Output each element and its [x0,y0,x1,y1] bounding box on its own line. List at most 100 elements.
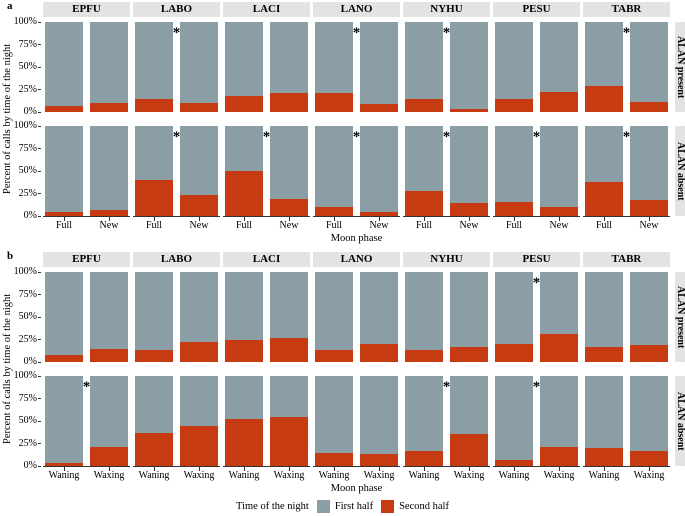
segment-second-half [630,450,668,466]
x-tick-mark-icon [379,217,380,221]
x-categories-laci: Full New [223,220,310,233]
y-tick-mark-icon [38,193,41,194]
x-tick-mark-icon [424,217,425,221]
y-tick-text: 25% [18,437,37,449]
segment-first-half [540,126,578,207]
segment-second-half [90,447,128,466]
segment-first-half [225,22,263,96]
segment-first-half [45,272,83,355]
x-category-label: New [639,220,659,231]
segment-first-half [630,126,668,200]
facet-nyhu: * [403,126,490,221]
y-tick-text: 50% [18,165,37,176]
segment-second-half [495,201,533,216]
segment-second-half [90,349,128,362]
bar-new [450,126,488,216]
facet-row-alan-absent: 100% 75% 50% 25% 0% * * * * * * ALAN absent [14,121,685,221]
segment-second-half [45,354,83,362]
segment-first-half [405,376,443,451]
bar-waxing [540,376,578,466]
y-tick-label: 0% [24,107,41,117]
bar-waxing [360,272,398,362]
segment-first-half [630,22,668,103]
segment-first-half [90,376,128,448]
x-tick-mark-icon [649,217,650,221]
y-tick-text: 100% [13,370,37,381]
facet-row-alan-absent: 100% 75% 50% 25% 0% * * * ALAN absent [14,371,685,471]
x-tick-mark-icon [64,217,65,221]
panel-letter-a: a [7,0,13,12]
facet-tabr: * [583,126,670,221]
y-tick-mark-icon [38,443,41,444]
segment-second-half [135,180,173,216]
bar-full [135,22,173,112]
segment-second-half [630,199,668,216]
strip-nyhu: NYHU [403,252,490,267]
y-axis: 100% 75% 50% 25% 0% [0,371,41,471]
segment-second-half [270,93,308,112]
y-tick-label: 0% [24,357,41,367]
bar-new [630,126,668,216]
facet-labo [133,376,220,471]
segment-second-half [90,103,128,112]
segment-first-half [225,272,263,341]
y-tick-mark-icon [38,271,41,273]
bar-waning [585,272,623,362]
x-category-label: Waxing [453,470,485,481]
x-categories-lano: Full New [313,220,400,233]
y-tick-mark-icon [38,465,41,467]
x-tick-mark-icon [334,467,335,471]
facet-lano: * [313,22,400,112]
segment-second-half [495,98,533,112]
bar-new [360,126,398,216]
y-tick-label: 100% [14,17,41,27]
bar-waning [225,272,263,362]
segment-second-half [270,417,308,466]
x-category-label: Full [325,220,343,231]
segment-second-half [450,346,488,362]
x-category-label: Full [595,220,613,231]
legend-label-second-half: Second half [399,501,449,512]
strip-tabr: TABR [583,252,670,267]
segment-first-half [90,272,128,350]
segment-first-half [360,22,398,104]
bar-full [495,126,533,216]
x-categories-nyhu: Waning Waxing [403,470,490,483]
segment-first-half [405,272,443,351]
x-tick-mark-icon [604,217,605,221]
x-category-label: New [459,220,479,231]
facet-lano [313,376,400,471]
segment-first-half [495,22,533,99]
strip-lano: LANO [313,2,400,17]
x-categories-laci: Waning Waxing [223,470,310,483]
x-categories-labo: Waning Waxing [133,470,220,483]
x-category-label: New [369,220,389,231]
significance-asterisk: * [172,25,181,41]
strip-epfu: EPFU [43,252,130,267]
y-tick-label: 25% [19,334,41,345]
y-tick-mark-icon [38,398,41,399]
segment-first-half [450,126,488,204]
bar-waxing [90,376,128,466]
panel-b: b EPFU LABO LACI LANO NYHU PESU TABR 100% 75% 50% 2… [0,250,685,495]
y-tick-mark-icon [38,111,41,113]
bar-full [225,126,263,216]
bar-new [270,22,308,112]
segment-first-half [90,126,128,210]
x-tick-mark-icon [559,217,560,221]
y-tick-text: 100% [13,266,37,277]
segment-first-half [315,22,353,94]
x-category-label: Full [505,220,523,231]
facet-nyhu: * [403,376,490,471]
significance-asterisk: * [532,379,541,395]
x-category-label: Waxing [93,470,125,481]
x-tick-mark-icon [424,467,425,471]
strip-labo: LABO [133,252,220,267]
y-tick-mark-icon [38,66,41,68]
y-tick-label: 100% [14,371,41,381]
segment-first-half [405,126,443,191]
x-tick-mark-icon [289,217,290,221]
facet-pesu: * [493,272,580,362]
y-tick-text: 25% [18,187,37,199]
